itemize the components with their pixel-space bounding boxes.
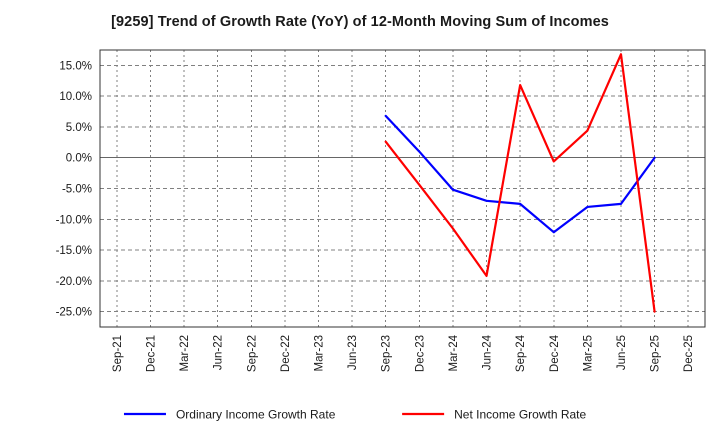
grid-lines bbox=[100, 50, 705, 327]
x-axis-tick-label: Dec-25 bbox=[683, 335, 695, 372]
x-axis-tick-label: Dec-21 bbox=[145, 335, 157, 372]
x-axis-tick-label: Mar-23 bbox=[313, 335, 325, 371]
x-axis-tick-label: Mar-25 bbox=[582, 335, 594, 371]
x-axis-tick-label: Sep-24 bbox=[515, 334, 527, 372]
axis-frame bbox=[99, 49, 706, 328]
x-axis-tick-label: Dec-23 bbox=[414, 335, 426, 372]
series-line bbox=[384, 53, 656, 313]
y-axis-tick-label: -15.0% bbox=[56, 245, 92, 257]
x-axis-tick-label: Mar-24 bbox=[448, 334, 460, 371]
x-axis-tick-label: Mar-22 bbox=[179, 335, 191, 371]
x-axis-tick-label: Jun-23 bbox=[347, 335, 359, 370]
y-axis-tick-label: 10.0% bbox=[59, 91, 92, 103]
x-axis-tick-label: Sep-22 bbox=[246, 335, 258, 372]
x-axis-tick-label: Dec-24 bbox=[549, 334, 561, 372]
x-axis-tick-label: Dec-22 bbox=[280, 335, 292, 372]
y-axis-tick-label: -25.0% bbox=[56, 307, 92, 319]
y-axis-tick-label: 5.0% bbox=[66, 122, 92, 134]
chart-title: [9259] Trend of Growth Rate (YoY) of 12-… bbox=[111, 14, 609, 30]
x-axis-tick-label: Jun-24 bbox=[482, 334, 494, 370]
data-series-lines bbox=[384, 53, 656, 313]
x-axis-tick-label: Sep-25 bbox=[650, 335, 662, 372]
y-axis-tick-label: -5.0% bbox=[62, 184, 92, 196]
chart-legend: Ordinary Income Growth Rate Net Income Gr… bbox=[123, 408, 587, 422]
legend-label: Ordinary Income Growth Rate bbox=[176, 408, 336, 422]
y-axis-tick-label: 15.0% bbox=[59, 60, 92, 72]
x-axis-tick-label: Jun-25 bbox=[616, 335, 628, 370]
x-axis-tick-labels: Sep-21 Dec-21 Mar-22 Jun-22 Sep-22 Dec-22 Mar-… bbox=[112, 334, 695, 372]
y-axis-tick-labels: 15.0% 10.0% 5.0% 0.0% -5.0% -10.0% -15.0% -20.0… bbox=[56, 60, 92, 318]
y-axis-tick-label: -10.0% bbox=[56, 214, 92, 226]
x-axis-tick-label: Sep-23 bbox=[381, 335, 393, 372]
series-line bbox=[384, 114, 656, 234]
y-axis-tick-label: -20.0% bbox=[56, 276, 92, 288]
y-axis-tick-label: 0.0% bbox=[66, 153, 92, 165]
legend-label: Net Income Growth Rate bbox=[454, 408, 586, 422]
x-axis-tick-label: Jun-22 bbox=[213, 335, 225, 370]
plot-frame bbox=[99, 49, 706, 328]
x-axis-tick-label: Sep-21 bbox=[112, 335, 124, 372]
